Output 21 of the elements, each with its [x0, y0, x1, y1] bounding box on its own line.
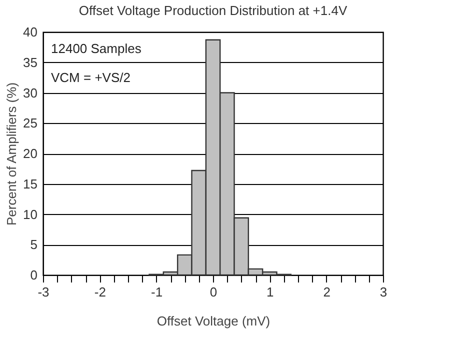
y-tick-label: 0 [30, 268, 38, 282]
y-tick-label: 35 [23, 54, 38, 70]
x-tick-label: -2 [94, 284, 106, 300]
x-tick-label: 2 [323, 284, 330, 300]
y-axis-title: Percent of Amplifiers (%) [4, 82, 20, 226]
chart-title: Offset Voltage Production Distribution at +1.4V [78, 3, 348, 18]
annotation: 12400 Samples [51, 41, 142, 56]
x-tick-label: 0 [210, 284, 218, 300]
y-tick-label: 25 [23, 116, 38, 131]
x-axis-title: Offset Voltage (mV) [156, 314, 270, 328]
y-tick-label: 30 [23, 85, 38, 100]
y-tick-label: 10 [23, 206, 38, 222]
x-tick-label: 1 [266, 284, 274, 300]
x-tick-label: -1 [151, 284, 163, 300]
y-tick-label: 40 [23, 24, 38, 40]
annotation: VCM = +VS/2 [51, 70, 130, 85]
x-tick-label: -3 [38, 284, 50, 300]
y-tick-label: 5 [30, 237, 38, 252]
y-tick-label: 15 [23, 176, 38, 192]
x-tick-label: 3 [380, 284, 388, 300]
y-tick-label: 20 [23, 146, 38, 161]
